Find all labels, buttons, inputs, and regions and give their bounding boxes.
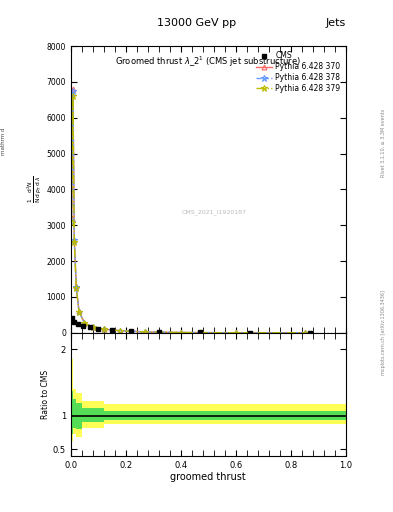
Pythia 6.428 370 (101, 326, 106, 332)
Pythia 6.428 379 (82, 320, 87, 326)
Pythia 6.428 370 (72, 237, 77, 243)
Line: Pythia 6.428 370: Pythia 6.428 370 (69, 87, 307, 335)
Pythia 6.428 378 (233, 330, 238, 336)
Pythia 6.428 370 (143, 329, 147, 335)
CMS (247, 330, 252, 336)
Pythia 6.428 379 (77, 309, 81, 315)
Pythia 6.428 379 (72, 239, 77, 245)
Text: 13000 GeV pp: 13000 GeV pp (157, 18, 236, 28)
Text: Jets: Jets (325, 18, 346, 28)
CMS (88, 325, 92, 331)
CMS (69, 315, 74, 322)
Pythia 6.428 379 (302, 330, 307, 336)
CMS (129, 328, 134, 334)
CMS (75, 321, 80, 327)
Pythia 6.428 370 (178, 329, 183, 335)
Pythia 6.428 370 (233, 330, 238, 336)
Line: Pythia 6.428 379: Pythia 6.428 379 (68, 93, 308, 336)
CMS (198, 329, 202, 335)
Text: mcplots.cern.ch [arXiv:1306.3436]: mcplots.cern.ch [arXiv:1306.3436] (381, 290, 386, 375)
Pythia 6.428 378 (69, 219, 74, 225)
Pythia 6.428 378 (74, 284, 79, 290)
Text: mathrm d: mathrm d (2, 127, 6, 155)
Pythia 6.428 378 (143, 329, 147, 335)
Pythia 6.428 370 (74, 283, 79, 289)
Pythia 6.428 370 (69, 215, 74, 221)
Pythia 6.428 378 (77, 309, 81, 315)
Y-axis label: Ratio to CMS: Ratio to CMS (41, 370, 50, 419)
Pythia 6.428 370 (77, 308, 81, 314)
Pythia 6.428 379 (90, 324, 95, 330)
Pythia 6.428 378 (178, 329, 183, 335)
Pythia 6.428 378 (82, 320, 87, 326)
Pythia 6.428 370 (82, 319, 87, 326)
Pythia 6.428 379 (71, 93, 75, 99)
Pythia 6.428 370 (118, 328, 123, 334)
Pythia 6.428 379 (118, 328, 123, 334)
Pythia 6.428 370 (71, 86, 75, 92)
Y-axis label: $\frac{1}{\mathrm{N}}\frac{\mathrm{d}^2 N}{\mathrm{d}\,p_T\,\mathrm{d}\,\lambda}: $\frac{1}{\mathrm{N}}\frac{\mathrm{d}^2 … (26, 176, 44, 203)
Pythia 6.428 379 (143, 329, 147, 335)
Pythia 6.428 379 (74, 285, 79, 291)
CMS (72, 319, 77, 325)
CMS (156, 329, 161, 335)
CMS (81, 323, 86, 329)
Pythia 6.428 370 (302, 330, 307, 336)
Text: CMS_2021_I1920187: CMS_2021_I1920187 (181, 209, 246, 215)
Legend: CMS, Pythia 6.428 370, Pythia 6.428 378, Pythia 6.428 379: CMS, Pythia 6.428 370, Pythia 6.428 378,… (254, 50, 342, 95)
CMS (110, 327, 114, 333)
Pythia 6.428 379 (101, 326, 106, 332)
CMS (308, 330, 312, 336)
CMS (96, 326, 101, 332)
Line: CMS: CMS (70, 316, 312, 335)
Pythia 6.428 378 (90, 324, 95, 330)
Line: Pythia 6.428 378: Pythia 6.428 378 (68, 88, 308, 336)
Pythia 6.428 379 (233, 330, 238, 336)
Pythia 6.428 379 (178, 329, 183, 335)
Text: Groomed thrust $\lambda\_2^1$ (CMS jet substructure): Groomed thrust $\lambda\_2^1$ (CMS jet s… (116, 55, 301, 69)
Pythia 6.428 378 (101, 326, 106, 332)
Pythia 6.428 378 (118, 328, 123, 334)
Pythia 6.428 378 (302, 330, 307, 336)
Pythia 6.428 378 (71, 88, 75, 94)
X-axis label: groomed thrust: groomed thrust (171, 472, 246, 482)
Text: Rivet 3.1.10, ≥ 3.3M events: Rivet 3.1.10, ≥ 3.3M events (381, 109, 386, 178)
Pythia 6.428 379 (69, 220, 74, 226)
Pythia 6.428 370 (90, 324, 95, 330)
Pythia 6.428 378 (72, 237, 77, 243)
